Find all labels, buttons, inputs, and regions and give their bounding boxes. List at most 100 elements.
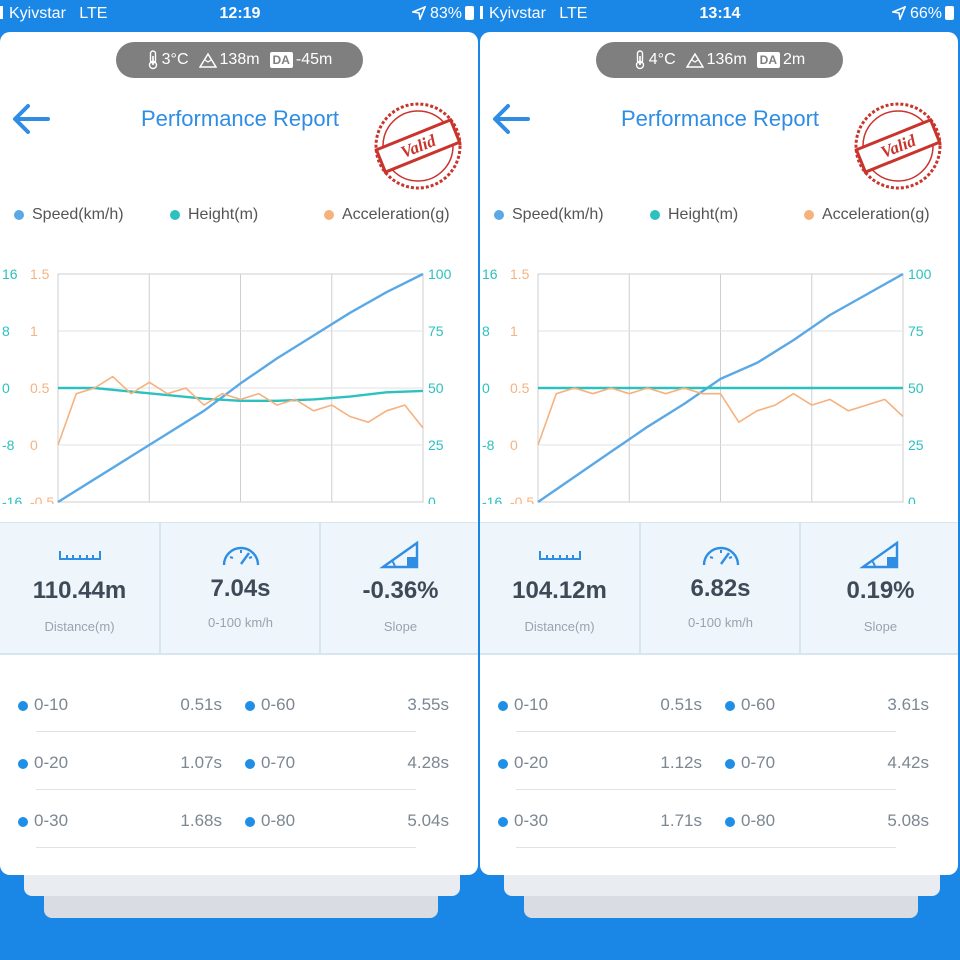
battery-percent: 83% [429,5,462,22]
page-title: Performance Report [140,106,340,131]
network-type: LTE [559,5,588,22]
slope-stat: -0.36% Slope [321,523,478,653]
clock: 13:14 [699,5,741,22]
accel-tick-label: 1 [510,323,518,339]
density-altitude-value: -45m [295,51,333,68]
accel-tick-label: 1.5 [30,266,50,282]
accel-tick-label: -0.5 [510,494,534,504]
speed-tick-label: 0 [428,494,436,504]
ruler-icon [59,551,101,560]
accel-tick-label: 1.5 [510,266,530,282]
chart-legend: Speed(km/h) Height(m) Acceleration(g) [480,206,958,228]
accel-tick-label: -0.5 [30,494,54,504]
list-item: 0-20 1.12s 0-70 4.42s [480,745,958,803]
list-item: 0-10 0.51s 0-60 3.55s [0,687,478,745]
height-tick-label: -8 [482,437,495,453]
thermometer-icon [635,50,644,70]
performance-chart: 16 1.5 100 8 1 75 0 0.5 50 -8 0 25 -16 -0.5 0 [2,266,452,504]
slope-icon [859,540,899,569]
accel-tick-label: 1 [30,323,38,339]
speed-line [57,272,424,504]
slope-icon [379,540,419,569]
back-arrow-icon[interactable] [490,102,530,136]
signal-icon [0,6,3,19]
ruler-icon [539,551,581,560]
acceleration-time-stat: 6.82s 0-100 km/h [641,523,800,653]
slope-label: Slope [863,619,898,634]
list-item: 0-20 1.07s 0-70 4.28s [0,745,478,803]
height-tick-label: 8 [482,323,490,339]
height-tick-label: 16 [482,266,498,282]
stats-row: 110.44m Distance(m) 7.04s 0-100 km/h -0.… [0,522,478,655]
height-line [58,386,424,403]
density-altitude-value: 2m [783,51,806,68]
acceleration-line [57,375,424,446]
report-panel-left: Kyivstar LTE 12:19 83% 3°C 138m DA -45m P… [0,0,480,918]
legend-acceleration: Acceleration(g) [804,206,930,224]
speed-tick-label: 50 [428,380,444,396]
mountain-icon [198,52,217,68]
battery-icon [945,6,954,20]
battery-percent: 66% [909,5,942,22]
speed-line [537,272,904,503]
distance-label: Distance(m) [524,619,595,634]
speed-tick-label: 0 [908,494,916,504]
density-altitude-badge: DA [756,52,780,68]
speedometer-icon [702,546,740,566]
list-item: 0-30 1.68s 0-80 5.04s [0,803,478,861]
battery-icon [465,6,474,20]
legend-speed: Speed(km/h) [494,206,604,224]
conditions-pill: 4°C 136m DA 2m [596,42,843,78]
back-arrow-icon[interactable] [10,102,50,136]
legend-acceleration: Acceleration(g) [324,206,450,224]
altitude-value: 138m [219,51,260,68]
clock: 12:19 [219,5,261,22]
speed-tick-label: 25 [428,437,444,453]
split-times-list: 0-10 0.51s 0-60 3.61s 0-20 1.12s 0-70 4.… [480,687,958,875]
legend-height: Height(m) [170,206,258,224]
height-tick-label: -16 [482,494,502,504]
report-panel-right: Kyivstar LTE 13:14 66% 4°C 136m DA 2m Per… [480,0,960,960]
split-times-list: 0-10 0.51s 0-60 3.55s 0-20 1.07s 0-70 4.… [0,687,478,875]
report-card: 3°C 138m DA -45m Performance Report Valid… [0,32,478,875]
status-bar: Kyivstar LTE 12:19 83% [0,0,480,30]
report-card: 4°C 136m DA 2m Performance Report Valid S… [480,32,958,875]
speed-tick-label: 75 [908,323,924,339]
temperature-value: 3°C [161,51,189,68]
page-title: Performance Report [620,106,820,131]
slope-label: Slope [383,619,418,634]
height-tick-label: 16 [2,266,18,282]
height-tick-label: 0 [2,380,10,396]
height-tick-label: -8 [2,437,15,453]
thermometer-icon [148,50,157,70]
height-tick-label: -16 [2,494,22,504]
distance-value: 104.12m [512,577,607,604]
location-arrow-icon [411,6,426,20]
list-item: 0-10 0.51s 0-60 3.61s [480,687,958,745]
height-tick-label: 8 [2,323,10,339]
carrier-name: Kyivstar [9,5,66,22]
speed-tick-label: 100 [428,266,452,282]
conditions-pill: 3°C 138m DA -45m [116,42,363,78]
slope-value: 0.19% [846,577,915,604]
altitude-value: 136m [706,51,747,68]
legend-speed: Speed(km/h) [14,206,124,224]
height-tick-label: 0 [482,380,490,396]
list-item: 0-30 1.71s 0-80 5.08s [480,803,958,861]
distance-value: 110.44m [32,577,127,604]
distance-stat: 104.12m Distance(m) [480,523,639,653]
carrier-name: Kyivstar [489,5,546,22]
acceleration-time-stat: 7.04s 0-100 km/h [161,523,320,653]
status-bar: Kyivstar LTE 13:14 66% [480,0,960,30]
signal-icon [480,6,483,19]
performance-chart: 16 1.5 100 8 1 75 0 0.5 50 -8 0 25 -16 -0.5 0 [482,266,932,504]
valid-stamp-icon: Valid [374,102,462,190]
mountain-icon [685,52,704,68]
network-type: LTE [79,5,108,22]
time-value: 6.82s [690,575,751,602]
density-altitude-badge: DA [269,52,293,68]
accel-tick-label: 0 [510,437,518,453]
accel-tick-label: 0 [30,437,38,453]
valid-stamp-icon: Valid [854,102,942,190]
location-arrow-icon [891,6,906,20]
